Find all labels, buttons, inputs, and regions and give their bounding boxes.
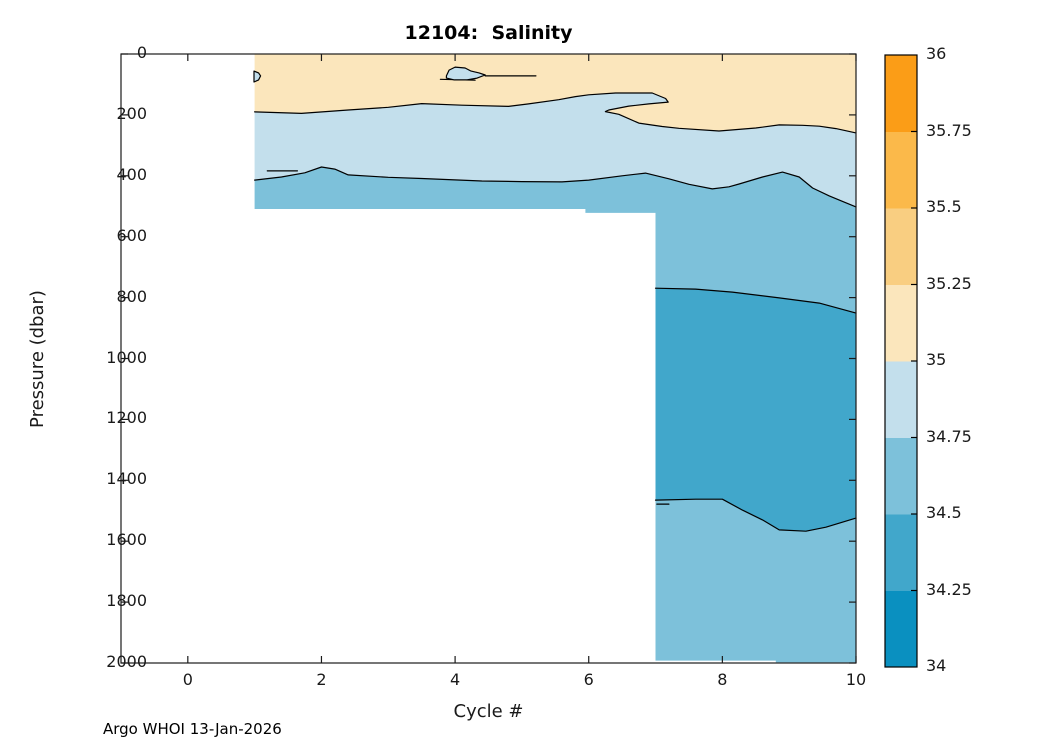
colorbar-band-35.5-35.75 — [885, 131, 917, 209]
band-34.25-34.50 — [655, 288, 856, 532]
colorbar-tick-label-35.75: 35.75 — [926, 120, 972, 140]
colorbar-tick-label-35.5: 35.5 — [926, 197, 962, 216]
y-tick-label-600: 600 — [116, 225, 147, 245]
y-tick-label-400: 400 — [116, 164, 147, 184]
x-tick-label-4: 4 — [449, 670, 461, 689]
y-tick-label-1000: 1000 — [106, 347, 147, 367]
y-tick-label-800: 800 — [116, 286, 147, 306]
watermark-text: Argo WHOI 13-Jan-2026 — [103, 720, 282, 738]
y-tick-label-200: 200 — [116, 103, 147, 123]
contour-blob-2 — [445, 66, 486, 81]
x-axis-label: Cycle # — [453, 701, 524, 722]
colorbar-band-34-34.25 — [885, 590, 917, 668]
band-34.75-35.00 — [254, 93, 857, 207]
colorbar-tick-label-34.75: 34.75 — [926, 426, 972, 446]
y-tick-label-2000: 2000 — [106, 652, 147, 671]
chart-title: 12104: Salinity — [404, 22, 573, 44]
y-tick-label-0: 0 — [136, 43, 147, 62]
contour-line-34.5-lower — [654, 498, 857, 532]
colorbar-band-35-35.25 — [885, 284, 917, 362]
colorbar-tick-label-35: 35 — [926, 350, 947, 369]
band-34.50-34.75-lower — [655, 499, 856, 663]
colorbar-tick-label-35.25: 35.25 — [926, 273, 972, 293]
y-tick-label-1600: 1600 — [106, 530, 147, 550]
y-tick-label-1800: 1800 — [106, 591, 147, 611]
y-tick-label-1200: 1200 — [106, 408, 147, 428]
band-34.50-34.75-upper — [254, 167, 857, 314]
colorbar-band-34.75-35 — [885, 361, 917, 438]
x-tick-label-8: 8 — [717, 670, 728, 689]
colorbar-band-35.25-35.5 — [885, 208, 917, 285]
colorbar-tick-label-34.5: 34.5 — [926, 503, 962, 522]
contour-line-34.75 — [254, 166, 857, 208]
x-tick-label-10: 10 — [845, 670, 867, 689]
y-tick-label-1400: 1400 — [106, 469, 147, 489]
colorbar-tick-label-36: 36 — [926, 44, 947, 63]
band-35.00-35.25 — [254, 54, 857, 133]
colorbar-band-35.75-36 — [885, 55, 917, 132]
x-tick-label-2: 2 — [316, 670, 327, 689]
contour-line-34.5-upper — [654, 287, 857, 314]
colorbar-band-34.25-34.5 — [885, 514, 917, 591]
colorbar-band-34.5-34.75 — [885, 437, 917, 515]
contour-blob-1 — [253, 70, 262, 83]
colorbar-tick-label-34: 34 — [926, 656, 947, 675]
x-tick-label-6: 6 — [583, 670, 594, 689]
colorbar-tick-label-34.25: 34.25 — [926, 579, 972, 599]
x-tick-label-0: 0 — [182, 670, 193, 689]
contour-line-35 — [254, 92, 857, 134]
